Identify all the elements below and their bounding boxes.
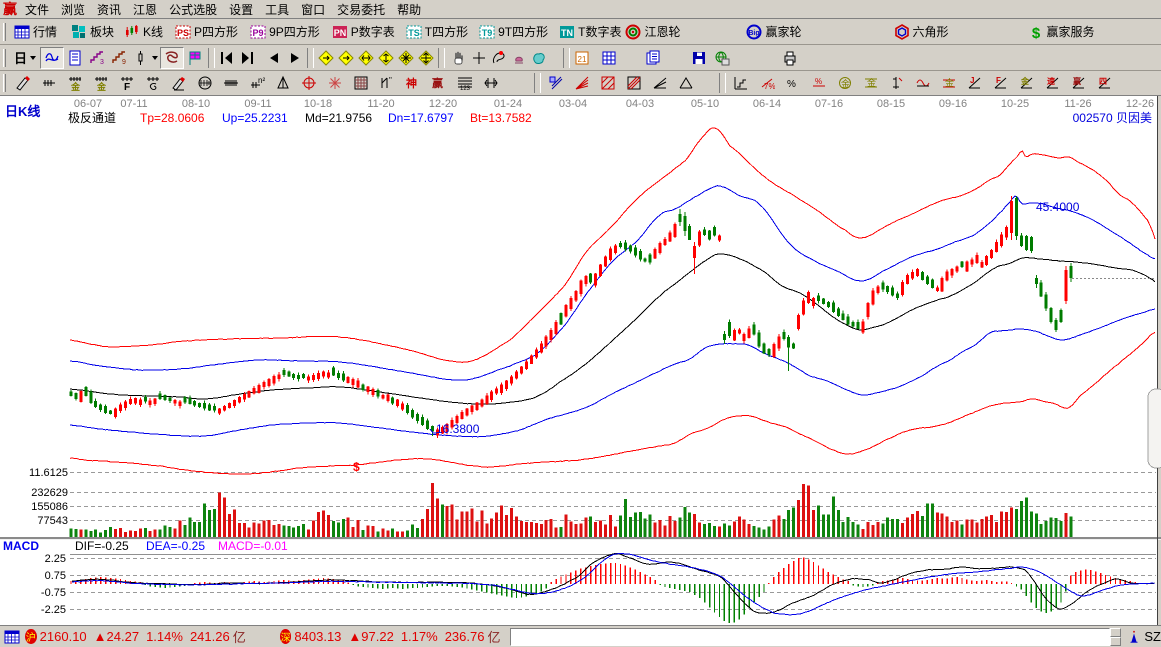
svg-text:-0.75: -0.75 bbox=[41, 587, 66, 599]
svg-text:01-24: 01-24 bbox=[494, 98, 522, 110]
svg-text:3: 3 bbox=[100, 59, 104, 66]
svg-text:Md=21.9756: Md=21.9756 bbox=[305, 111, 372, 125]
svg-text:$: $ bbox=[353, 460, 360, 474]
svg-text:神: 神 bbox=[406, 76, 417, 90]
svg-text:123: 123 bbox=[460, 86, 471, 91]
svg-text:07-11: 07-11 bbox=[120, 98, 147, 110]
svg-text:16.3800: 16.3800 bbox=[436, 422, 480, 436]
svg-text:DIF=-0.25: DIF=-0.25 bbox=[75, 539, 129, 553]
svg-text:10-25: 10-25 bbox=[1001, 98, 1029, 110]
svg-text:赢: 赢 bbox=[432, 76, 443, 90]
svg-text:四: 四 bbox=[1099, 77, 1107, 86]
svg-text:05-10: 05-10 bbox=[691, 98, 719, 110]
svg-text:速: 速 bbox=[1047, 76, 1055, 86]
svg-text:DEA=-0.25: DEA=-0.25 bbox=[146, 539, 205, 553]
svg-text:2.25: 2.25 bbox=[45, 553, 66, 565]
svg-text:7%: 7% bbox=[764, 82, 775, 91]
svg-text:10-18: 10-18 bbox=[304, 98, 332, 110]
svg-text:08-15: 08-15 bbox=[877, 98, 905, 110]
svg-text:PS: PS bbox=[177, 28, 189, 38]
svg-text:0.75: 0.75 bbox=[45, 570, 66, 582]
svg-text:04-03: 04-03 bbox=[626, 98, 654, 110]
svg-text:11.6125: 11.6125 bbox=[29, 467, 68, 479]
svg-text:金: 金 bbox=[96, 81, 107, 91]
svg-text:09-11: 09-11 bbox=[244, 98, 271, 110]
svg-text:12-26: 12-26 bbox=[1126, 98, 1154, 110]
svg-text:F: F bbox=[996, 76, 1001, 85]
svg-text:155086: 155086 bbox=[31, 501, 68, 513]
svg-text:金: 金 bbox=[70, 81, 81, 91]
svg-text:232629: 232629 bbox=[31, 487, 68, 499]
svg-text:MACD: MACD bbox=[3, 539, 39, 553]
svg-text:日K线: 日K线 bbox=[5, 104, 40, 119]
svg-text:21: 21 bbox=[578, 55, 587, 64]
svg-text:金: 金 bbox=[841, 78, 850, 89]
svg-text:07-16: 07-16 bbox=[815, 98, 843, 110]
svg-text:TN: TN bbox=[561, 28, 573, 38]
svg-text:11-26: 11-26 bbox=[1064, 98, 1091, 110]
svg-text:n²: n² bbox=[258, 76, 265, 85]
svg-text:11-20: 11-20 bbox=[367, 98, 394, 110]
svg-text:PN: PN bbox=[333, 28, 346, 38]
svg-text:Dn=17.6797: Dn=17.6797 bbox=[388, 111, 454, 125]
svg-text:%: % bbox=[815, 77, 822, 86]
svg-text:P9: P9 bbox=[253, 28, 264, 38]
svg-text:金: 金 bbox=[867, 77, 876, 88]
svg-text:06-07: 06-07 bbox=[74, 98, 102, 110]
svg-text:金: 金 bbox=[945, 77, 954, 88]
svg-text:77543: 77543 bbox=[37, 515, 68, 527]
svg-text:T9: T9 bbox=[482, 28, 493, 38]
svg-text:J: J bbox=[970, 76, 974, 85]
svg-text:09-16: 09-16 bbox=[939, 98, 967, 110]
svg-text:MACD=-0.01: MACD=-0.01 bbox=[218, 539, 288, 553]
svg-text:002570 贝因美: 002570 贝因美 bbox=[1073, 111, 1152, 125]
svg-text:赢: 赢 bbox=[1073, 76, 1081, 86]
svg-text:F: F bbox=[124, 82, 130, 91]
svg-text:-2.25: -2.25 bbox=[41, 604, 66, 616]
svg-text:%: % bbox=[787, 79, 796, 90]
svg-text:12-20: 12-20 bbox=[429, 98, 457, 110]
svg-text:Tp=28.0606: Tp=28.0606 bbox=[140, 111, 205, 125]
svg-text:$: $ bbox=[1031, 25, 1040, 40]
svg-text:金: 金 bbox=[1020, 76, 1030, 86]
svg-text:极反通道: 极反通道 bbox=[68, 111, 116, 125]
svg-text:9: 9 bbox=[122, 59, 126, 66]
svg-text:08-10: 08-10 bbox=[182, 98, 210, 110]
svg-text:Bt=13.7582: Bt=13.7582 bbox=[470, 111, 532, 125]
svg-text:45.4000: 45.4000 bbox=[1036, 200, 1080, 214]
svg-text:Big: Big bbox=[749, 30, 760, 37]
svg-text:TS: TS bbox=[408, 28, 420, 38]
svg-text:Up=25.2231: Up=25.2231 bbox=[222, 111, 288, 125]
svg-text:06-14: 06-14 bbox=[753, 98, 781, 110]
svg-text:": " bbox=[389, 76, 392, 85]
svg-text:03-04: 03-04 bbox=[559, 98, 587, 110]
